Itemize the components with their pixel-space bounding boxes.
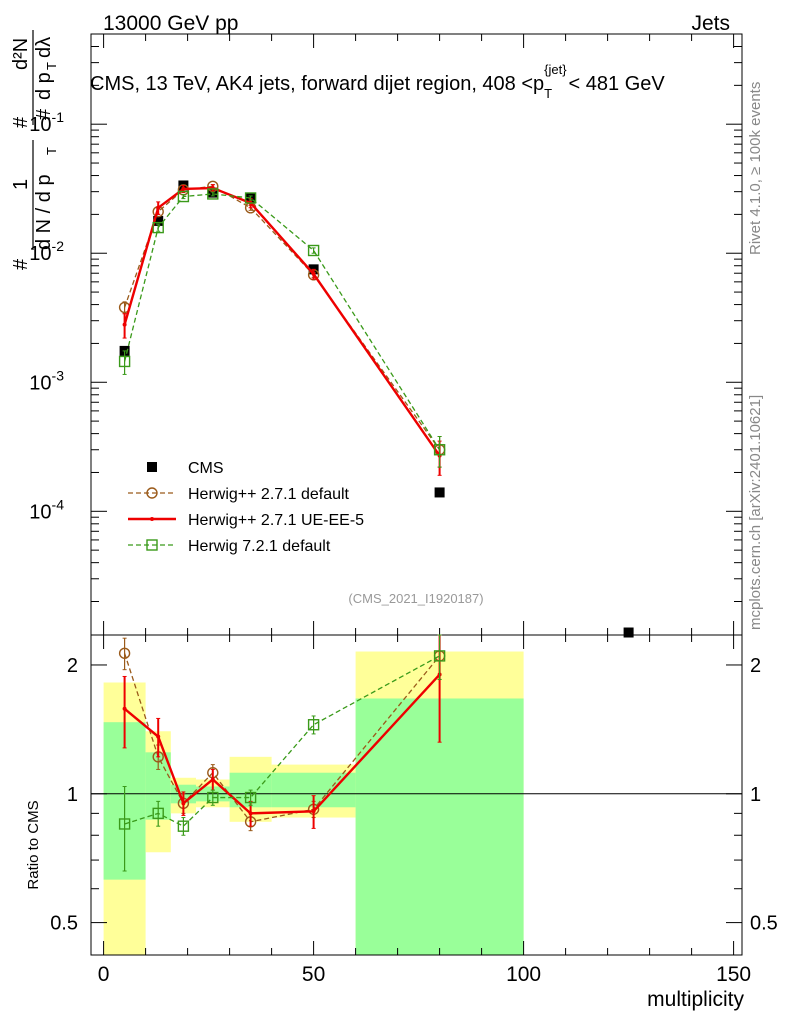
main-panel: 10-4 10-3 10-2 10-1: [29, 33, 743, 638]
data-point: [307, 719, 320, 731]
y-tick-label: 10-3: [29, 367, 64, 394]
series-line: [123, 185, 441, 451]
legend: CMS Herwig++ 2.7.1 default Herwig++ 2.7.1 …: [128, 460, 364, 555]
data-point: [311, 809, 316, 814]
y-tick-label: 1: [67, 784, 78, 806]
y-tick-label: 2: [750, 655, 761, 677]
data-point: [434, 487, 445, 498]
ratio-frame: [90, 634, 743, 956]
x-tick-label: 0: [98, 963, 110, 986]
title-sup: {jet}: [544, 62, 567, 77]
series-line: [123, 193, 441, 451]
data-point: [177, 820, 190, 832]
data-point: [207, 791, 219, 804]
legend-label: CMS: [188, 460, 224, 477]
y-label-part: 1: [10, 179, 32, 190]
legend-label: Herwig 7.2.1 default: [188, 538, 331, 555]
data-point: [147, 462, 157, 472]
data-point: [307, 244, 320, 257]
title-sub: T: [544, 86, 552, 101]
data-point: [118, 355, 131, 368]
y-label-part: #: [33, 108, 55, 120]
chart-title: CMS, 13 TeV, AK4 jets, forward dijet reg…: [90, 62, 665, 101]
title-main: CMS, 13 TeV, AK4 jets, forward dijet reg…: [90, 73, 544, 95]
data-point: [311, 272, 316, 277]
y-label-part: T: [44, 147, 59, 155]
data-point: [210, 777, 215, 782]
data-point: [244, 192, 257, 204]
x-tick-label: 100: [506, 963, 541, 986]
x-tick-label: 150: [716, 963, 751, 986]
data-point: [122, 706, 127, 711]
series-line: [123, 186, 441, 457]
legend-label: Herwig++ 2.7.1 default: [188, 486, 350, 503]
y-label-part: #: [10, 116, 32, 128]
y-label-part: dλ: [33, 37, 55, 58]
x-tick-label: 50: [302, 963, 325, 986]
data-point: [150, 517, 154, 521]
ratio-panel: 0 50 100 150 0.5 0.5 1 1 2 2: [50, 634, 778, 986]
data-point: [146, 487, 158, 499]
y-tick-label: 10-1: [29, 109, 64, 136]
y-label-part: #: [10, 258, 32, 270]
data-point: [248, 811, 253, 816]
category-label: Jets: [691, 12, 730, 35]
data-point: [623, 627, 634, 638]
data-point: [153, 215, 164, 226]
data-point: [244, 791, 257, 804]
y-tick-label: 0.5: [750, 913, 778, 935]
data-point: [122, 322, 127, 327]
y-tick-label: 1: [750, 784, 761, 806]
energy-label: 13000 GeV pp: [103, 12, 238, 35]
ratio-y-axis-label: Ratio to CMS: [25, 800, 42, 889]
data-point: [146, 539, 158, 551]
data-point: [207, 188, 219, 200]
data-point: [433, 444, 446, 456]
rivet-label: Rivet 4.1.0, ≥ 100k events: [747, 82, 764, 255]
y-label-part: d²N: [10, 38, 32, 70]
data-point: [177, 190, 190, 203]
data-point: [433, 650, 446, 662]
data-point: [152, 221, 164, 234]
analysis-tag: (CMS_2021_I1920187): [348, 591, 483, 606]
data-point: [156, 734, 161, 739]
data-point: [181, 801, 186, 806]
data-point: [152, 807, 164, 820]
y-label-part: T: [44, 62, 59, 70]
data-point: [118, 818, 131, 830]
y-label-part: d p: [33, 72, 55, 100]
y-tick-label: 10-2: [29, 238, 64, 265]
y-tick-label: 0.5: [50, 913, 78, 935]
x-axis-label: multiplicity: [647, 988, 744, 1011]
title-end: < 481 GeV: [569, 73, 666, 95]
mcplots-label: mcplots.cern.ch [arXiv:2401.10621]: [747, 395, 764, 630]
legend-label: Herwig++ 2.7.1 UE-EE-5: [188, 512, 364, 529]
data-point: [118, 647, 131, 659]
main-y-axis-label: # 1 d N / d p T # d²N # d p T dλ: [10, 30, 59, 270]
y-label-part: d N / d p: [33, 174, 55, 250]
y-tick-label: 10-4: [29, 496, 64, 523]
data-point: [156, 205, 161, 210]
y-tick-label: 2: [67, 655, 78, 677]
data-point: [181, 186, 186, 191]
